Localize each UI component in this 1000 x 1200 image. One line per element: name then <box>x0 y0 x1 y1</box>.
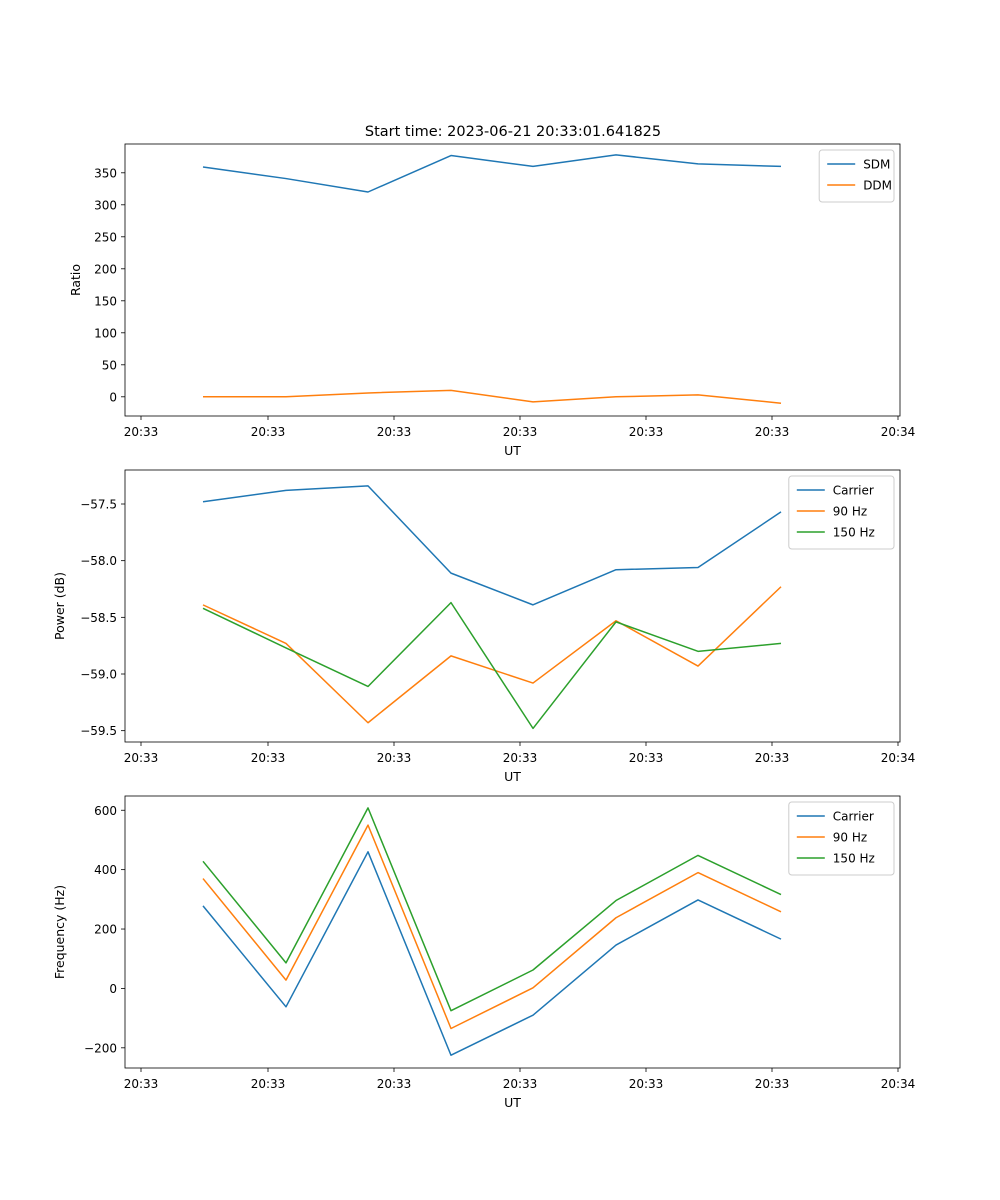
x-tick-label: 20:33 <box>629 1077 664 1091</box>
legend-entry: 90 Hz <box>833 505 867 519</box>
series-line-150-hz <box>202 807 782 1012</box>
x-tick-label: 20:33 <box>629 425 664 439</box>
y-tick-label: −59.0 <box>80 668 117 682</box>
legend-entry: 150 Hz <box>833 526 875 540</box>
x-tick-label: 20:34 <box>881 425 916 439</box>
y-tick-label: 400 <box>94 863 117 877</box>
x-tick-label: 20:33 <box>503 751 538 765</box>
y-tick-label: −57.5 <box>80 498 117 512</box>
legend: Carrier 90 Hz 150 Hz <box>788 801 895 876</box>
x-tick-label: 20:33 <box>377 751 412 765</box>
series-line-carrier <box>202 851 782 1056</box>
figure-title: Start time: 2023-06-21 20:33:01.641825 <box>365 124 661 140</box>
y-tick-label: −58.5 <box>80 611 117 625</box>
x-tick-label: 20:33 <box>251 425 286 439</box>
x-tick-label: 20:33 <box>124 1077 159 1091</box>
y-tick-label: −200 <box>84 1041 117 1055</box>
legend-entry: SDM <box>863 158 890 172</box>
legend-entry: Carrier <box>833 810 874 824</box>
legend-box <box>788 801 895 876</box>
x-tick-label: 20:33 <box>503 1077 538 1091</box>
y-tick-label: −58.0 <box>80 554 117 568</box>
legend-entry: DDM <box>863 179 892 193</box>
legend: SDM DDM <box>818 149 895 203</box>
y-tick-label: 250 <box>94 230 117 244</box>
y-tick-label: 100 <box>94 326 117 340</box>
x-tick-label: 20:33 <box>251 1077 286 1091</box>
y-tick-label: 200 <box>94 262 117 276</box>
y-tick-label: 300 <box>94 198 117 212</box>
y-tick-label: 350 <box>94 166 117 180</box>
series-line-sdm <box>202 154 782 193</box>
x-tick-label: 20:33 <box>755 1077 790 1091</box>
y-tick-label: 0 <box>109 982 117 996</box>
x-axis-label: UT <box>504 1095 521 1110</box>
chart-panel-3: 20:33 20:33 20:33 20:33 20:33 20:33 20:34 −200 0… <box>52 795 916 1110</box>
series-line-ddm <box>203 389 782 404</box>
chart-panel-1: 20:33 20:33 20:33 20:33 20:33 20:33 20:34 0 50 10… <box>68 143 916 458</box>
x-tick-label: 20:33 <box>755 751 790 765</box>
y-axis-label: Ratio <box>68 264 83 296</box>
legend-box <box>788 475 895 550</box>
x-tick-label: 20:33 <box>124 751 159 765</box>
y-tick-label: −59.5 <box>80 724 117 738</box>
legend-entry: 150 Hz <box>833 852 875 866</box>
series-line-150-hz <box>202 601 782 730</box>
x-tick-label: 20:33 <box>124 425 159 439</box>
axes-frame <box>124 795 901 1069</box>
x-tick-label: 20:33 <box>629 751 664 765</box>
series-line-90-hz <box>202 824 782 1030</box>
legend: Carrier 90 Hz 150 Hz <box>788 475 895 550</box>
x-tick-label: 20:33 <box>503 425 538 439</box>
x-tick-label: 20:34 <box>881 1077 916 1091</box>
x-axis-label: UT <box>504 443 521 458</box>
x-tick-label: 20:33 <box>377 1077 412 1091</box>
charts: 20:33 20:33 20:33 20:33 20:33 20:33 20:34 0 50 10… <box>52 143 916 1110</box>
series-line-90-hz <box>202 586 782 724</box>
y-tick-label: 600 <box>94 804 117 818</box>
y-axis-label: Frequency (Hz) <box>52 885 67 979</box>
chart-panel-2: 20:33 20:33 20:33 20:33 20:33 20:33 20:34 −57.5… <box>52 469 916 784</box>
axes-frame <box>124 469 901 743</box>
y-axis-label: Power (dB) <box>52 572 67 640</box>
y-tick-label: 150 <box>94 294 117 308</box>
legend-box <box>818 149 895 203</box>
y-tick-label: 0 <box>109 390 117 404</box>
y-tick-label: 200 <box>94 923 117 937</box>
x-axis-label: UT <box>504 769 521 784</box>
legend-entry: 90 Hz <box>833 831 867 845</box>
legend-entry: Carrier <box>833 484 874 498</box>
axes-frame <box>124 143 901 417</box>
x-tick-label: 20:34 <box>881 751 916 765</box>
y-tick-label: 50 <box>102 358 117 372</box>
x-tick-label: 20:33 <box>377 425 412 439</box>
x-tick-label: 20:33 <box>755 425 790 439</box>
series-line-carrier <box>202 485 782 606</box>
x-tick-label: 20:33 <box>251 751 286 765</box>
